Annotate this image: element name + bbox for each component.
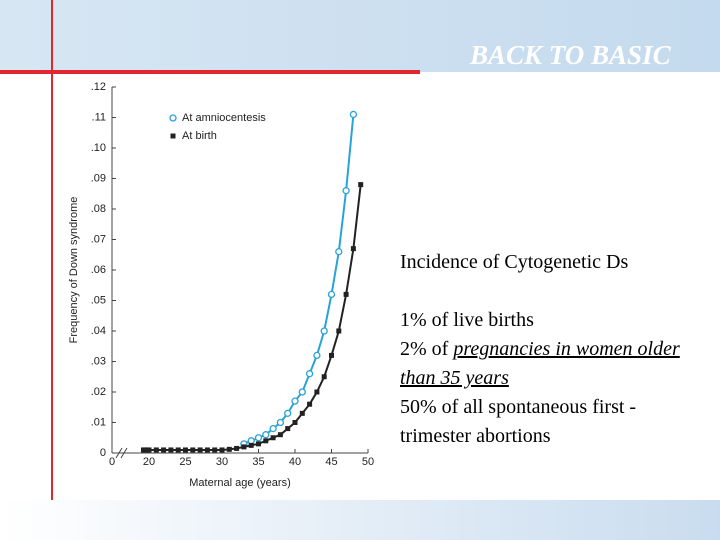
data-point xyxy=(336,328,342,334)
y-tick-label: .04 xyxy=(91,325,106,337)
data-point xyxy=(226,446,232,452)
data-point xyxy=(146,447,152,453)
data-point xyxy=(262,431,270,439)
data-point xyxy=(277,432,283,438)
legend-marker xyxy=(169,114,177,122)
y-tick-label: .07 xyxy=(91,233,106,245)
y-tick-label: .03 xyxy=(91,355,106,367)
data-point xyxy=(153,447,159,453)
data-point xyxy=(349,110,358,119)
legend-marker xyxy=(170,133,176,139)
header-band xyxy=(0,0,720,72)
data-point xyxy=(320,327,328,335)
series-line xyxy=(243,114,355,445)
data-point xyxy=(197,447,203,453)
data-point xyxy=(305,370,314,378)
data-point xyxy=(263,438,269,444)
x-tick-label: 30 xyxy=(216,456,228,468)
data-point xyxy=(321,374,327,380)
data-point xyxy=(270,435,276,441)
data-point xyxy=(248,442,254,448)
legend-label: At amniocentesis xyxy=(182,112,266,124)
data-point xyxy=(241,444,247,450)
data-point xyxy=(350,246,356,252)
data-point xyxy=(276,418,285,427)
y-tick-label: 0 xyxy=(100,447,106,459)
data-point xyxy=(307,401,313,407)
x-tick-label: 25 xyxy=(179,456,191,468)
x-tick-label: 0 xyxy=(109,456,115,468)
data-point xyxy=(327,290,336,299)
chart: 0 .01 .02 .03 .04 .05 .06 .07 .08 .09 .10 .11 .12 0 20… xyxy=(68,81,374,489)
x-tick-label: 35 xyxy=(252,456,264,468)
legend-label: At birth xyxy=(182,130,217,142)
data-point xyxy=(343,291,349,297)
header-rule xyxy=(0,70,420,74)
side-rule xyxy=(51,0,53,500)
banner: BACK TO BASIC xyxy=(470,40,671,70)
y-tick-label: .01 xyxy=(91,416,106,428)
data-point xyxy=(335,248,343,256)
data-point xyxy=(204,447,210,453)
data-point xyxy=(329,352,334,358)
series-line xyxy=(143,184,362,451)
item-text: 2% of xyxy=(400,338,454,360)
item: 2% of pregnancies in women older than 35… xyxy=(400,335,700,393)
footer-band xyxy=(0,500,720,540)
spacer xyxy=(400,277,700,306)
y-tick-label: .10 xyxy=(91,142,106,154)
data-point xyxy=(168,447,174,453)
data-point xyxy=(254,434,263,442)
y-tick-label: .12 xyxy=(91,81,106,93)
data-point xyxy=(298,388,306,396)
y-tick-label: .11 xyxy=(92,111,106,123)
heading: Incidence of Cytogenetic Ds xyxy=(400,251,629,273)
data-point xyxy=(212,447,218,453)
data-point xyxy=(175,447,181,453)
y-axis-label: Frequency of Down syndrome xyxy=(68,197,80,344)
item: 50% of all spontaneous first -trimester … xyxy=(400,396,637,447)
data-point xyxy=(314,389,320,395)
x-tick-label: 45 xyxy=(325,456,337,468)
data-point xyxy=(183,447,188,453)
axis-break xyxy=(115,447,128,459)
y-tick-label: .09 xyxy=(91,172,106,184)
data-point xyxy=(234,445,240,451)
data-point xyxy=(285,426,291,432)
item: 1% of live births xyxy=(400,309,534,331)
data-point xyxy=(342,187,350,195)
data-point xyxy=(269,424,277,433)
data-point xyxy=(292,420,298,425)
data-point xyxy=(284,409,292,418)
x-tick-label: 40 xyxy=(289,456,301,468)
x-tick-label: 50 xyxy=(362,456,374,468)
x-axis-label: Maternal age (years) xyxy=(189,477,291,489)
y-tick-label: .05 xyxy=(91,294,106,306)
data-point xyxy=(219,447,225,453)
data-point xyxy=(313,351,321,360)
data-point xyxy=(256,441,261,447)
y-tick-label: .06 xyxy=(91,264,106,276)
data-point xyxy=(190,447,196,453)
y-tick-label: .02 xyxy=(91,386,106,398)
item-emphasis: pregnancies in women older than 35 years xyxy=(400,338,680,389)
x-tick-label: 20 xyxy=(143,456,155,468)
data-point xyxy=(299,410,305,416)
text-block: Incidence of Cytogenetic Ds 1% of live b… xyxy=(400,248,700,451)
data-point xyxy=(291,397,299,405)
data-point xyxy=(358,182,364,188)
data-point xyxy=(161,447,167,453)
y-tick-label: .08 xyxy=(91,203,106,215)
